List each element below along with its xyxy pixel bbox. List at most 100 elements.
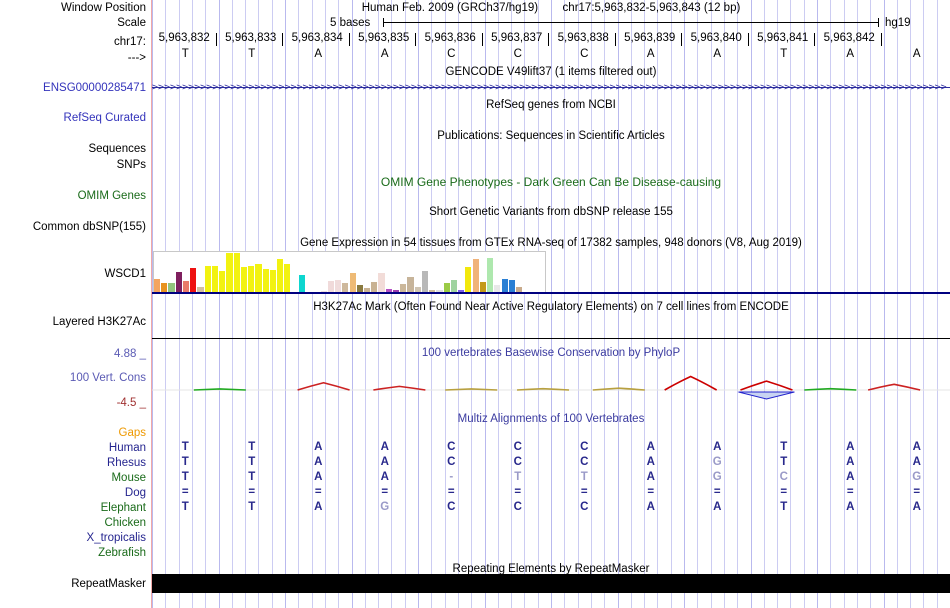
- gtex-tissue-bar[interactable]: [233, 253, 240, 293]
- sidebar-label-snps[interactable]: SNPs: [116, 159, 146, 171]
- species-label-rhesus[interactable]: Rhesus: [107, 457, 146, 469]
- conservation-peak[interactable]: [193, 388, 246, 391]
- conservation-peak[interactable]: [445, 388, 498, 391]
- sidebar-label-conservation[interactable]: 100 Vert. Cons: [69, 372, 146, 384]
- sidebar-label-dbsnp[interactable]: Common dbSNP(155): [32, 221, 146, 233]
- gtex-tissue-bar[interactable]: [378, 273, 385, 293]
- gtex-tissue-bar[interactable]: [501, 278, 508, 293]
- coordinate-ruler[interactable]: 5,963,832 5,963,833 5,963,834 5,963,835 5,96…: [152, 32, 950, 48]
- species-label-dog[interactable]: Dog: [124, 487, 146, 499]
- ruler-tick: [415, 33, 416, 46]
- gtex-tissue-bar[interactable]: [508, 279, 515, 293]
- gtex-tissue-bar[interactable]: [407, 277, 414, 293]
- gtex-tissue-bar[interactable]: [240, 266, 248, 293]
- gtex-tissue-bar[interactable]: [494, 285, 501, 293]
- conservation-peak[interactable]: [516, 387, 570, 391]
- species-label-gaps[interactable]: Gaps: [118, 427, 147, 439]
- conservation-peak[interactable]: [867, 383, 921, 391]
- reference-base: A: [314, 48, 323, 60]
- sidebar-label-gtex-gene[interactable]: WSCD1: [104, 268, 146, 280]
- gtex-tissue-bar[interactable]: [436, 289, 443, 293]
- gtex-tissue-bar[interactable]: [161, 282, 168, 293]
- alignment-base: =: [780, 486, 788, 498]
- gtex-tissue-bar[interactable]: [421, 271, 429, 293]
- gtex-tissue-bar[interactable]: [443, 283, 450, 293]
- ruler-tick: [481, 33, 483, 46]
- sidebar-label-repeatmasker[interactable]: RepeatMasker: [71, 578, 146, 590]
- gtex-tissue-bar[interactable]: [429, 290, 436, 293]
- alignment-base: T: [780, 456, 788, 468]
- gtex-tissue-bar[interactable]: [363, 287, 371, 293]
- gtex-tissue-bar[interactable]: [262, 269, 269, 293]
- conservation-peak[interactable]: [373, 385, 426, 391]
- species-label-chicken[interactable]: Chicken: [104, 517, 146, 529]
- gtex-tissue-bar[interactable]: [342, 282, 349, 293]
- ruler-coordinate-label: 5,963,834: [291, 32, 343, 44]
- gtex-tissue-bar[interactable]: [335, 279, 342, 293]
- reference-base: A: [846, 48, 855, 60]
- multiz-alignment-area[interactable]: T T T = T T T T = T A A A = A A A A = G C C - = C C C T = C C C T = C A A A = A…: [152, 426, 950, 546]
- gtex-tissue-bar[interactable]: [211, 265, 219, 293]
- gtex-tissue-bar[interactable]: [154, 279, 161, 293]
- species-label-x_tropicalis[interactable]: X_tropicalis: [86, 532, 146, 544]
- gtex-tissue-bar[interactable]: [479, 282, 486, 293]
- sidebar-label-h3k27ac[interactable]: Layered H3K27Ac: [52, 316, 146, 328]
- gtex-tissue-bar[interactable]: [277, 259, 284, 293]
- sidebar-label-omim[interactable]: OMIM Genes: [77, 190, 146, 202]
- assembly-short-label: hg19: [885, 17, 911, 29]
- gtex-tissue-bar[interactable]: [385, 288, 392, 293]
- sidebar-label-sequences[interactable]: Sequences: [88, 143, 146, 155]
- species-label-human[interactable]: Human: [108, 442, 146, 454]
- reference-base: A: [713, 48, 722, 60]
- gtex-tissue-bar[interactable]: [269, 270, 276, 293]
- species-label-elephant[interactable]: Elephant: [100, 502, 146, 514]
- conservation-negative-region[interactable]: [738, 391, 795, 400]
- gencode-transcript-arrows[interactable]: >>>>>>>>>>>>>>>>>>>>>>>>>>>>>>>>>>>>>>>>…: [152, 82, 950, 93]
- gtex-tissue-bar[interactable]: [349, 273, 356, 293]
- conservation-peak[interactable]: [297, 381, 350, 391]
- alignment-base: =: [181, 486, 189, 498]
- gtex-tissue-bar[interactable]: [400, 284, 407, 293]
- gtex-tissue-bar[interactable]: [204, 266, 211, 293]
- gtex-tissue-bar[interactable]: [320, 290, 327, 293]
- species-label-mouse[interactable]: Mouse: [111, 472, 146, 484]
- gtex-tissue-bar[interactable]: [327, 280, 334, 293]
- alignment-base: T: [580, 471, 588, 483]
- species-label-zebrafish[interactable]: Zebrafish: [98, 547, 146, 559]
- phylop-conservation-plot[interactable]: [152, 360, 950, 410]
- gtex-tissue-bar[interactable]: [219, 271, 226, 293]
- gtex-tissue-bar[interactable]: [487, 257, 494, 293]
- repeatmasker-feature-bar[interactable]: [152, 574, 950, 593]
- conservation-peak[interactable]: [804, 387, 857, 391]
- gtex-tissue-bar[interactable]: [450, 279, 457, 293]
- gtex-tissue-bar[interactable]: [255, 263, 262, 293]
- gtex-tissue-bar[interactable]: [465, 266, 472, 293]
- track-title-refseq: RefSeq genes from NCBI: [486, 99, 616, 111]
- gtex-tissue-bar[interactable]: [458, 289, 465, 293]
- alignment-base: A: [646, 441, 655, 453]
- gtex-tissue-bar[interactable]: [371, 281, 378, 293]
- sidebar-label-gencode[interactable]: ENSG00000285471: [43, 82, 146, 94]
- gtex-tissue-bar[interactable]: [356, 285, 363, 293]
- reference-base: C: [513, 48, 522, 60]
- gtex-tissue-bar[interactable]: [298, 274, 305, 293]
- sidebar-label-refseq[interactable]: RefSeq Curated: [63, 112, 146, 124]
- gtex-tissue-bar[interactable]: [168, 283, 175, 293]
- gtex-expression-barchart[interactable]: [153, 251, 546, 293]
- gtex-tissue-bar[interactable]: [226, 253, 233, 293]
- conservation-peak[interactable]: [664, 375, 718, 391]
- gtex-tissue-bar[interactable]: [284, 264, 291, 293]
- gtex-tissue-bar[interactable]: [190, 267, 197, 293]
- conservation-axis-max: 4.88 _: [114, 348, 146, 360]
- gtex-tissue-bar[interactable]: [175, 272, 182, 293]
- conservation-peak[interactable]: [740, 380, 793, 391]
- gtex-tissue-bar[interactable]: [516, 286, 523, 293]
- gtex-tissue-bar[interactable]: [248, 266, 255, 293]
- gtex-tissue-bar[interactable]: [472, 259, 479, 293]
- gtex-tissue-bar[interactable]: [182, 280, 190, 293]
- conservation-peak[interactable]: [592, 387, 645, 391]
- alignment-base: C: [580, 501, 589, 513]
- gtex-tissue-bar[interactable]: [197, 286, 204, 293]
- gtex-tissue-bar[interactable]: [392, 289, 400, 293]
- gtex-tissue-bar[interactable]: [414, 286, 421, 293]
